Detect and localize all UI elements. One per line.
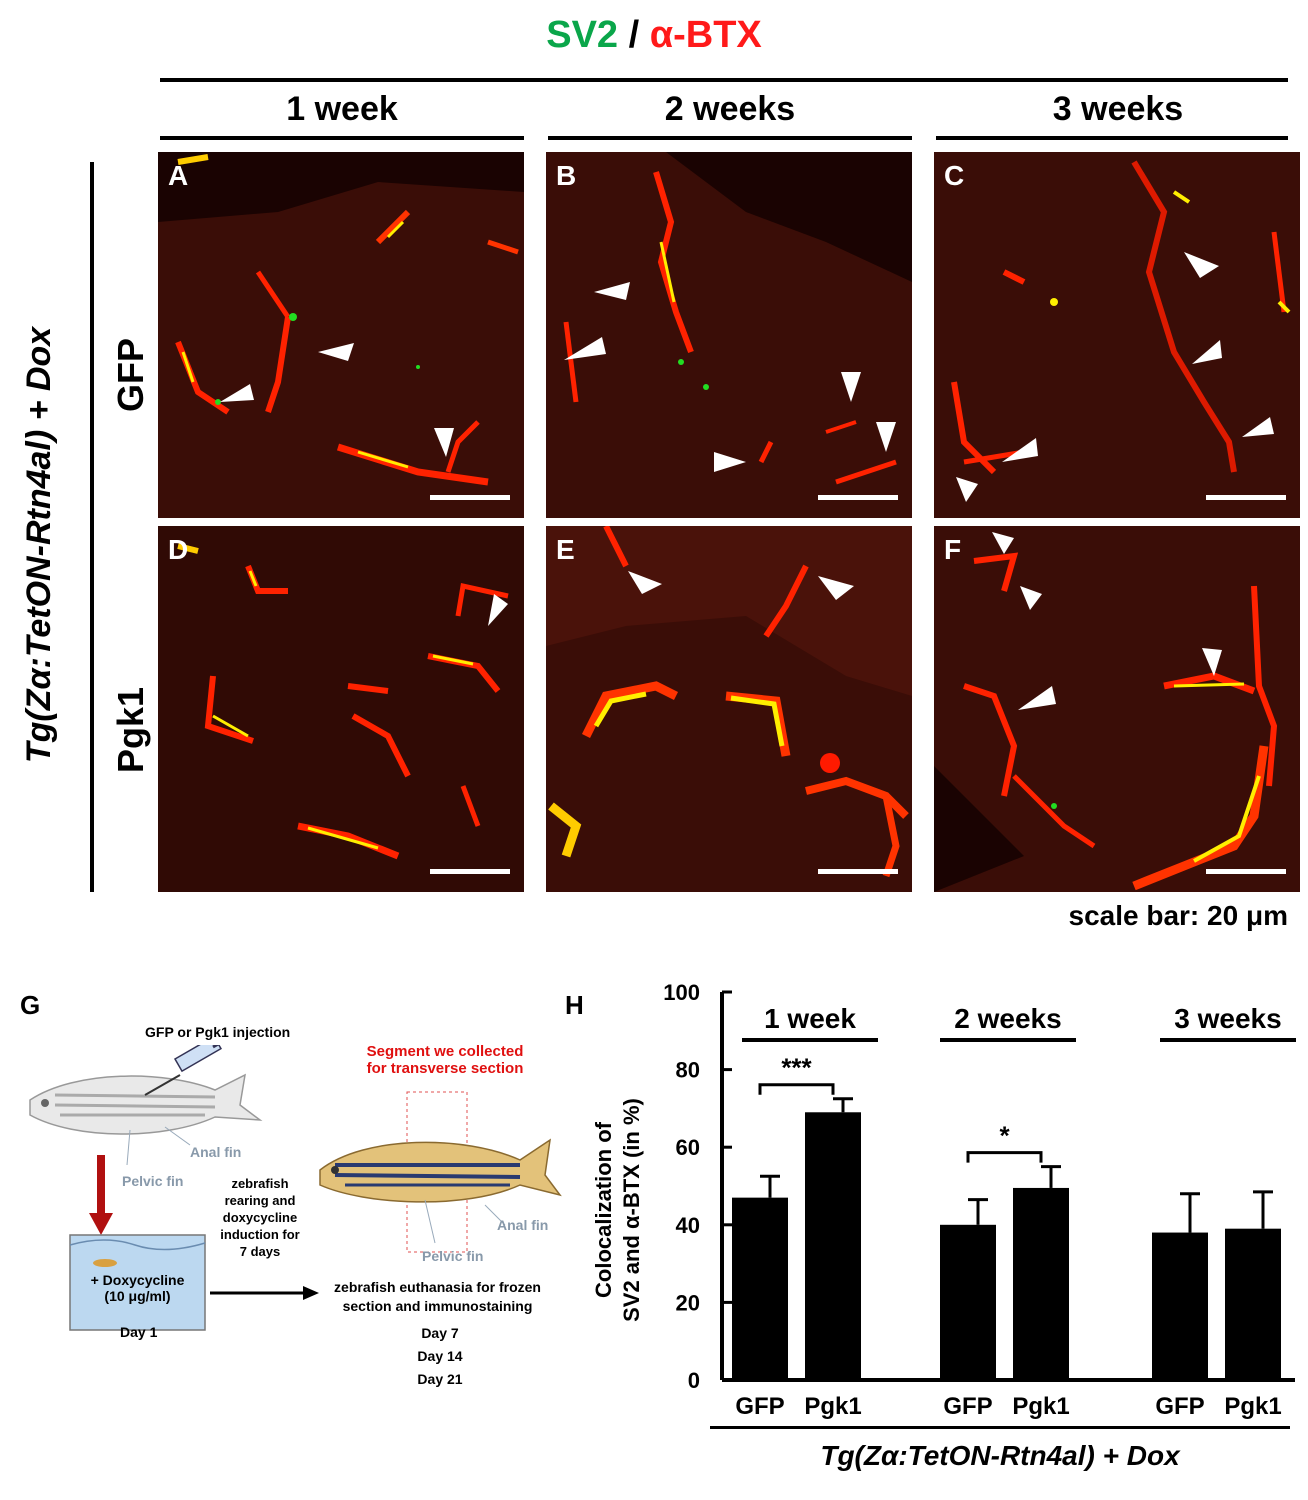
panel-label-f: F [944, 534, 962, 565]
panel-label-b: B [556, 160, 577, 191]
x-axis-bracket [710, 1426, 1290, 1429]
micrograph-c [934, 152, 1300, 518]
x-tick-label-5: Pgk1 [1224, 1393, 1281, 1420]
micrograph-panel-b: B [546, 152, 912, 518]
column-header-3-weeks: 3 weeks [1052, 90, 1184, 128]
scale-bar-caption: scale bar: 20 μm [1068, 900, 1288, 931]
micrograph-panel-f: F [934, 526, 1300, 892]
bar-1 [805, 1112, 861, 1380]
x-tick-label-3: Pgk1 [1012, 1393, 1069, 1420]
scale-bar-f [1206, 869, 1286, 874]
bar-4 [1152, 1232, 1208, 1380]
group-label-0: 1 week [764, 1003, 856, 1034]
micrograph-panel-a: A [158, 152, 524, 518]
significance-label-0: *** [781, 1053, 812, 1083]
euthanasia-label: zebrafish euthanasia for frozen section … [334, 1279, 541, 1314]
group-label-2: 3 weeks [1174, 1003, 1281, 1034]
bar-chart: 0 20 40 60 80 100 GFP Pgk1 GFP Pgk1 GFP Pgk1 1 week 2… [663, 980, 1296, 1420]
panel-label-c: C [944, 160, 965, 191]
panel-label-a: A [168, 160, 189, 191]
row-header-gfp: GFP [110, 338, 151, 413]
x-tick-label-0: GFP [735, 1393, 784, 1420]
anal-fin-label-1: Anal fin [190, 1144, 242, 1160]
micrograph-panel-e: E [546, 526, 912, 892]
micrograph-panel-d: D [158, 526, 524, 892]
side-bracket [90, 162, 94, 892]
significance-bracket-1 [966, 1151, 1043, 1163]
y-tick-label: 100 [663, 980, 700, 1005]
x-axis-label: Tg(Zα:TetON-Rtn4al) + Dox [820, 1440, 1180, 1471]
micrograph-d [158, 526, 524, 892]
column-header-1-week: 1 week [286, 90, 398, 128]
bar-3 [1013, 1187, 1069, 1380]
day1-label: Day 1 [120, 1324, 158, 1340]
down-arrow-icon [97, 1155, 105, 1215]
title-separator: / [618, 14, 650, 56]
bar-5 [1225, 1228, 1281, 1380]
y-tick-label: 0 [688, 1368, 700, 1393]
bar-2 [940, 1224, 996, 1380]
x-tick-label-4: GFP [1155, 1393, 1204, 1420]
panel-label-h: H [565, 990, 584, 1020]
pelvic-fin-label-2: Pelvic fin [422, 1248, 484, 1264]
x-tick-label-1: Pgk1 [804, 1393, 861, 1420]
significance-label-1: * [999, 1121, 1010, 1151]
scale-bar-e [818, 869, 898, 874]
micrograph-e [546, 526, 912, 892]
schematic-drawing [29, 1045, 562, 1331]
panel-label-e: E [556, 534, 575, 565]
micrograph-a [158, 152, 524, 518]
micrograph-b [546, 152, 912, 518]
column-header-2-weeks: 2 weeks [664, 90, 796, 128]
micrograph-f [934, 526, 1300, 892]
column-underline-3 [936, 136, 1288, 140]
syringe-icon [144, 1045, 222, 1096]
beaker-icon [69, 1234, 206, 1331]
injection-label: GFP or Pgk1 injection [145, 1024, 291, 1040]
column-underline-2 [548, 136, 912, 140]
segment-label: Segment we collected for transverse sect… [366, 1043, 524, 1077]
zebrafish-sketch-icon [29, 1073, 263, 1135]
figure-title: SV2 / α-BTX [0, 14, 1308, 57]
title-underline [160, 78, 1288, 82]
y-tick-label: 40 [676, 1213, 700, 1238]
scale-bar-b [818, 495, 898, 500]
column-underline-1 [160, 136, 524, 140]
panel-label-d: D [168, 534, 189, 565]
doxycycline-label: + Doxycycline (10 μg/ml) [90, 1272, 185, 1304]
anal-fin-label-2: Anal fin [497, 1217, 549, 1233]
y-tick-label: 80 [676, 1058, 700, 1083]
title-btx: α-BTX [649, 14, 762, 56]
scale-bar-c [1206, 495, 1286, 500]
significance-bracket-0 [758, 1083, 835, 1095]
bar-0 [732, 1197, 788, 1380]
x-tick-label-2: GFP [943, 1393, 992, 1420]
pelvic-fin-label-1: Pelvic fin [122, 1173, 184, 1189]
row-header-pgk1: Pgk1 [110, 686, 151, 774]
micrograph-panel-c: C [934, 152, 1300, 518]
group-label-1: 2 weeks [954, 1003, 1061, 1034]
scale-bar-a [430, 495, 510, 500]
side-label: Tg(Zα:TetON-Rtn4al) + Dox [20, 326, 58, 764]
zebrafish-colored-icon [319, 1091, 562, 1253]
y-tick-label: 60 [676, 1135, 700, 1160]
title-sv2: SV2 [546, 14, 619, 56]
rearing-label: zebrafish rearing and doxycycline induct… [220, 1176, 300, 1259]
y-tick-label: 20 [676, 1290, 700, 1315]
y-axis-label: Colocalization of SV2 and α-BTX (in %) [591, 1098, 644, 1322]
panel-label-g: G [20, 990, 41, 1020]
scale-bar-d [430, 869, 510, 874]
days-list: Day 7 Day 14 Day 21 [417, 1325, 463, 1387]
